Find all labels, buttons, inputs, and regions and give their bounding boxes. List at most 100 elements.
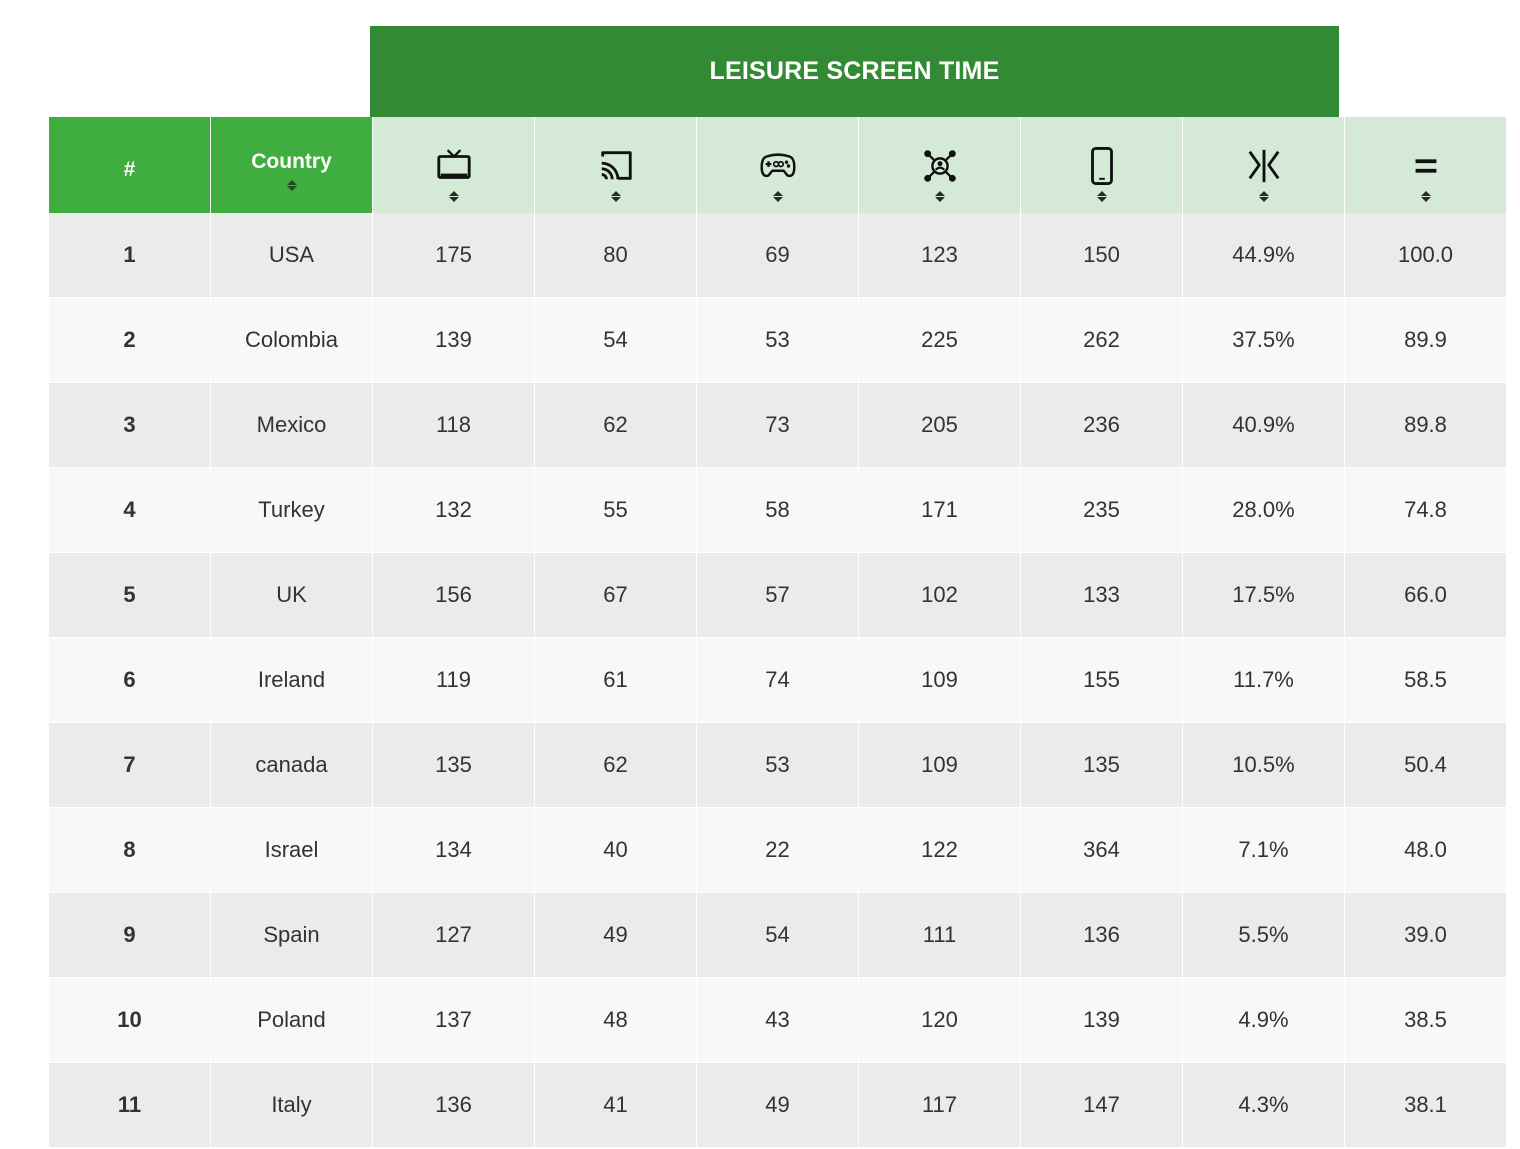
country-cell: Colombia: [210, 297, 373, 383]
total-score-cell: 39.0: [1344, 892, 1506, 978]
growth-percent-cell: 4.9%: [1182, 977, 1345, 1063]
gaming-column-header[interactable]: [696, 117, 859, 213]
growth-column-header[interactable]: [1182, 117, 1345, 213]
table-row: 2 Colombia 139 54 53 225 262 37.5% 89.9: [49, 297, 1506, 383]
rank-cell: 9: [49, 892, 211, 978]
table-row: 5 UK 156 67 57 102 133 17.5% 66.0: [49, 552, 1506, 638]
smartphone-minutes-cell: 136: [1020, 892, 1183, 978]
growth-percent-cell: 40.9%: [1182, 382, 1345, 468]
tv-column-header[interactable]: [372, 117, 535, 213]
social-minutes-cell: 120: [858, 977, 1021, 1063]
growth-percent-cell: 11.7%: [1182, 637, 1345, 723]
social-minutes-cell: 117: [858, 1062, 1021, 1148]
sort-icon[interactable]: [934, 190, 945, 202]
table-row: 3 Mexico 118 62 73 205 236 40.9% 89.8: [49, 382, 1506, 468]
country-cell: Mexico: [210, 382, 373, 468]
smartphone-minutes-cell: 135: [1020, 722, 1183, 808]
smartphone-minutes-cell: 364: [1020, 807, 1183, 893]
gaming-minutes-cell: 43: [696, 977, 859, 1063]
streaming-minutes-cell: 49: [534, 892, 697, 978]
table-row: 11 Italy 136 41 49 117 147 4.3% 38.1: [49, 1062, 1506, 1148]
ranking-table: # Country: [49, 117, 1506, 1148]
rank-column-label: #: [123, 158, 136, 181]
table-row: 8 Israel 134 40 22 122 364 7.1% 48.0: [49, 807, 1506, 893]
equals-icon: [1415, 158, 1436, 173]
total-score-column-header[interactable]: [1344, 117, 1506, 213]
tv-minutes-cell: 156: [372, 552, 535, 638]
table-row: 6 Ireland 119 61 74 109 155 11.7% 58.5: [49, 637, 1506, 723]
tv-minutes-cell: 135: [372, 722, 535, 808]
gaming-minutes-cell: 57: [696, 552, 859, 638]
social-network-icon: [923, 149, 956, 182]
sort-icon[interactable]: [772, 190, 783, 202]
growth-percent-cell: 28.0%: [1182, 467, 1345, 553]
streaming-minutes-cell: 55: [534, 467, 697, 553]
tv-minutes-cell: 119: [372, 637, 535, 723]
social-minutes-cell: 205: [858, 382, 1021, 468]
cast-column-header[interactable]: [534, 117, 697, 213]
social-column-header[interactable]: [858, 117, 1021, 213]
streaming-minutes-cell: 40: [534, 807, 697, 893]
sort-icon[interactable]: [448, 190, 459, 202]
country-cell: Spain: [210, 892, 373, 978]
growth-percent-cell: 44.9%: [1182, 213, 1345, 298]
smartphone-minutes-cell: 139: [1020, 977, 1183, 1063]
smartphone-minutes-cell: 133: [1020, 552, 1183, 638]
table-row: 1 USA 175 80 69 123 150 44.9% 100.0: [49, 213, 1506, 298]
total-score-cell: 89.8: [1344, 382, 1506, 468]
rank-cell: 3: [49, 382, 211, 468]
country-cell: Ireland: [210, 637, 373, 723]
table-row: 9 Spain 127 49 54 111 136 5.5% 39.0: [49, 892, 1506, 978]
gaming-minutes-cell: 22: [696, 807, 859, 893]
smartphone-minutes-cell: 262: [1020, 297, 1183, 383]
country-cell: Italy: [210, 1062, 373, 1148]
total-score-cell: 100.0: [1344, 213, 1506, 298]
tv-minutes-cell: 139: [372, 297, 535, 383]
rank-cell: 4: [49, 467, 211, 553]
country-cell: Poland: [210, 977, 373, 1063]
table-banner-title: LEISURE SCREEN TIME: [370, 26, 1339, 117]
gaming-minutes-cell: 73: [696, 382, 859, 468]
rank-cell: 2: [49, 297, 211, 383]
streaming-minutes-cell: 54: [534, 297, 697, 383]
tv-minutes-cell: 136: [372, 1062, 535, 1148]
rank-cell: 6: [49, 637, 211, 723]
social-minutes-cell: 109: [858, 722, 1021, 808]
sort-icon[interactable]: [286, 179, 297, 191]
country-cell: USA: [210, 213, 373, 298]
growth-percent-cell: 7.1%: [1182, 807, 1345, 893]
social-minutes-cell: 225: [858, 297, 1021, 383]
smartphone-icon: [1090, 146, 1113, 185]
gaming-minutes-cell: 53: [696, 722, 859, 808]
growth-percent-cell: 4.3%: [1182, 1062, 1345, 1148]
sort-icon[interactable]: [1258, 190, 1269, 202]
smartphone-column-header[interactable]: [1020, 117, 1183, 213]
country-cell: Turkey: [210, 467, 373, 553]
rank-cell: 10: [49, 977, 211, 1063]
streaming-minutes-cell: 62: [534, 722, 697, 808]
table-body: 1 USA 175 80 69 123 150 44.9% 100.0 2 Colombia 139 5…: [49, 213, 1506, 1148]
streaming-minutes-cell: 61: [534, 637, 697, 723]
sort-icon[interactable]: [610, 190, 621, 202]
rank-column-header[interactable]: #: [49, 117, 211, 213]
social-minutes-cell: 111: [858, 892, 1021, 978]
growth-percent-cell: 17.5%: [1182, 552, 1345, 638]
streaming-minutes-cell: 48: [534, 977, 697, 1063]
social-minutes-cell: 102: [858, 552, 1021, 638]
country-cell: canada: [210, 722, 373, 808]
streaming-minutes-cell: 67: [534, 552, 697, 638]
social-minutes-cell: 109: [858, 637, 1021, 723]
tv-minutes-cell: 132: [372, 467, 535, 553]
rank-cell: 7: [49, 722, 211, 808]
growth-percent-cell: 5.5%: [1182, 892, 1345, 978]
growth-percent-cell: 10.5%: [1182, 722, 1345, 808]
tv-minutes-cell: 137: [372, 977, 535, 1063]
smartphone-minutes-cell: 235: [1020, 467, 1183, 553]
total-score-cell: 38.5: [1344, 977, 1506, 1063]
sort-icon[interactable]: [1420, 190, 1431, 202]
rank-cell: 8: [49, 807, 211, 893]
social-minutes-cell: 123: [858, 213, 1021, 298]
social-minutes-cell: 171: [858, 467, 1021, 553]
country-column-header[interactable]: Country: [210, 117, 373, 213]
sort-icon[interactable]: [1096, 190, 1107, 202]
